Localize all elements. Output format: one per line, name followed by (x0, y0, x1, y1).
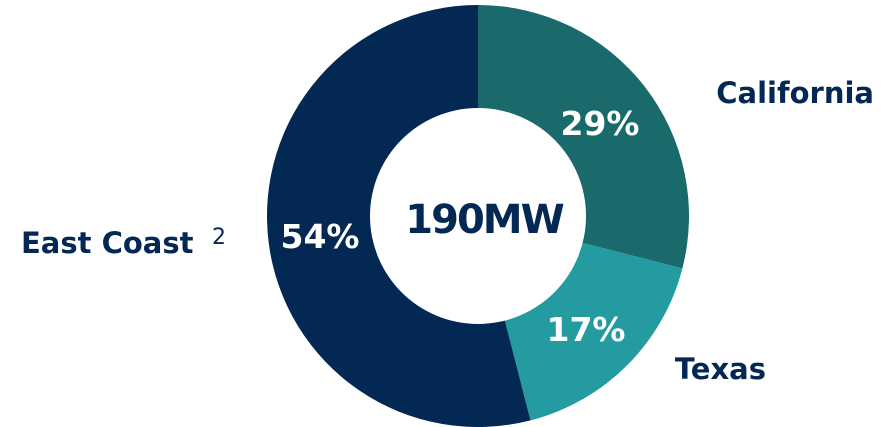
pct-label-california: 29% (561, 104, 640, 143)
category-label-texas: Texas (675, 352, 766, 386)
footnote-marker-east-coast: 2 (212, 225, 226, 250)
category-label-california: California (716, 76, 874, 110)
pct-label-east-coast: 54% (281, 217, 360, 256)
center-total-label: 190MW (405, 197, 563, 243)
pct-label-texas: 17% (547, 310, 626, 349)
donut-hole (370, 108, 586, 324)
category-label-east-coast: East Coast (21, 226, 194, 260)
